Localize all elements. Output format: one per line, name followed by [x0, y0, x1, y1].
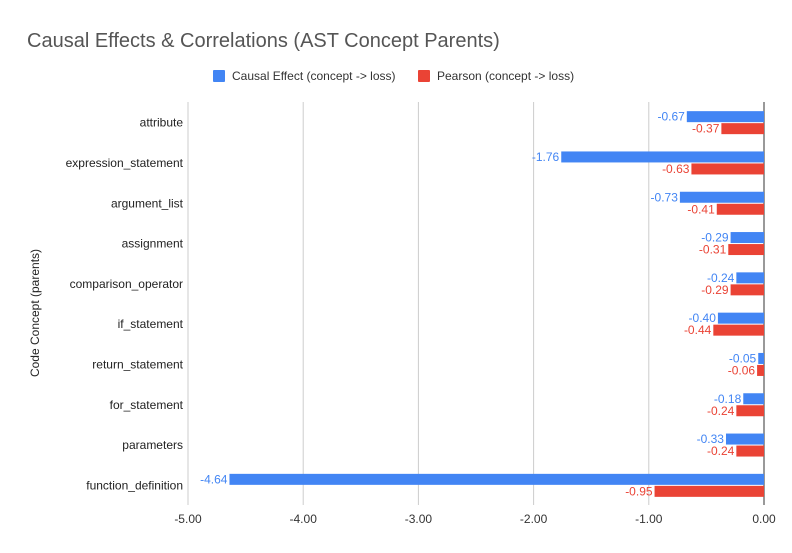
bar-pearson	[654, 485, 764, 497]
data-label-pearson: -0.24	[707, 404, 735, 418]
data-label-pearson: -0.06	[728, 363, 756, 377]
data-label-causal-effect: -0.40	[689, 311, 717, 325]
data-label-causal-effect: -0.05	[729, 351, 757, 365]
category-label: attribute	[140, 116, 184, 130]
bar-causal-effect	[725, 433, 764, 445]
bar-pearson	[713, 324, 764, 336]
data-label-causal-effect: -1.76	[532, 150, 560, 164]
legend-swatch-pearson	[418, 70, 430, 82]
bar-causal-effect	[679, 191, 764, 203]
data-label-causal-effect: -0.33	[697, 432, 725, 446]
legend-item-causal-effect[interactable]: Causal Effect (concept -> loss)	[213, 67, 396, 85]
category-label: return_statement	[92, 357, 183, 371]
data-label-causal-effect: -4.64	[200, 472, 228, 486]
data-label-pearson: -0.95	[625, 484, 653, 498]
bar-pearson	[716, 203, 764, 215]
x-tick-label: -2.00	[520, 512, 548, 526]
category-label: assignment	[122, 237, 184, 251]
data-label-causal-effect: -0.29	[701, 231, 729, 245]
data-label-causal-effect: -0.73	[651, 190, 679, 204]
data-label-causal-effect: -0.24	[707, 271, 735, 285]
bar-causal-effect	[229, 473, 765, 485]
data-label-pearson: -0.41	[687, 202, 715, 216]
legend-label-causal-effect: Causal Effect (concept -> loss)	[232, 69, 396, 83]
x-tick-label: -5.00	[174, 512, 202, 526]
data-label-pearson: -0.63	[662, 162, 690, 176]
data-label-pearson: -0.37	[692, 122, 720, 136]
category-label: if_statement	[118, 317, 184, 331]
legend-label-pearson: Pearson (concept -> loss)	[437, 69, 575, 83]
bar-pearson	[728, 244, 764, 256]
data-label-causal-effect: -0.18	[714, 392, 742, 406]
category-label: argument_list	[111, 196, 184, 210]
chart-title: Causal Effects & Correlations (AST Conce…	[27, 30, 500, 52]
bar-pearson	[736, 445, 764, 457]
bar-pearson	[730, 284, 764, 296]
x-tick-label: -4.00	[290, 512, 318, 526]
bar-causal-effect	[730, 232, 764, 244]
x-tick-label: -3.00	[405, 512, 433, 526]
category-label: function_definition	[86, 478, 183, 492]
bar-causal-effect	[717, 312, 764, 324]
bar-causal-effect	[686, 111, 764, 123]
legend-swatch-causal-effect	[213, 70, 225, 82]
bar-pearson	[721, 123, 764, 135]
category-label: expression_statement	[66, 156, 184, 170]
bar-causal-effect	[561, 151, 764, 163]
bar-pearson	[736, 405, 764, 417]
data-label-pearson: -0.31	[699, 243, 727, 257]
data-label-pearson: -0.29	[701, 283, 729, 297]
bar-causal-effect	[743, 393, 764, 405]
category-label: comparison_operator	[70, 277, 183, 291]
bar-causal-effect	[758, 352, 764, 364]
data-label-pearson: -0.24	[707, 444, 735, 458]
x-tick-label: -1.00	[635, 512, 663, 526]
x-tick-label: 0.00	[752, 512, 776, 526]
bar-pearson	[757, 364, 764, 376]
data-label-causal-effect: -0.67	[657, 110, 685, 124]
bar-causal-effect	[736, 272, 764, 284]
data-label-pearson: -0.44	[684, 323, 712, 337]
category-label: parameters	[122, 438, 183, 452]
bar-pearson	[691, 163, 764, 175]
category-label: for_statement	[110, 398, 184, 412]
legend-item-pearson[interactable]: Pearson (concept -> loss)	[418, 67, 574, 85]
